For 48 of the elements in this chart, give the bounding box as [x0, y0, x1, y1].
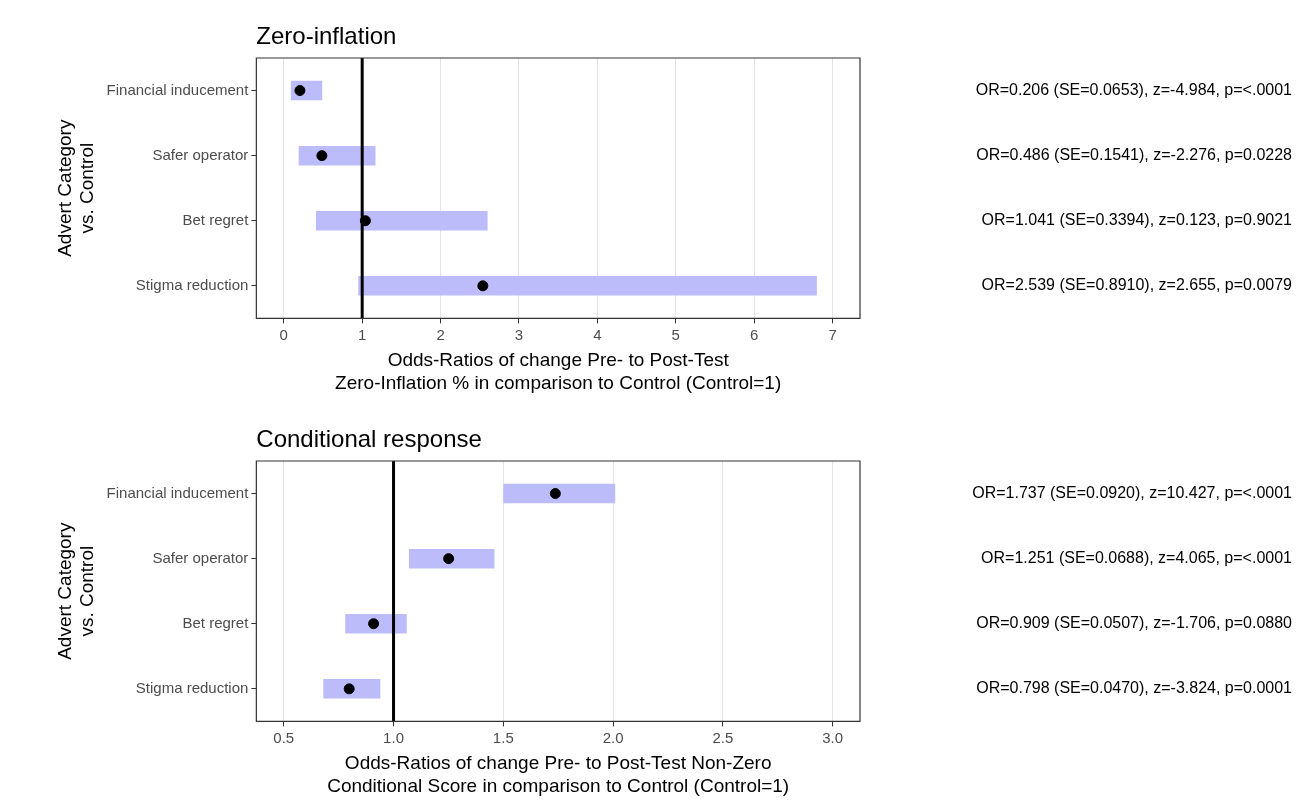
x-tick-label: 2.0 — [602, 728, 624, 746]
y-tick-label: Stigma reduction — [135, 275, 249, 293]
x-tick-label: 2 — [436, 325, 445, 343]
bar — [503, 483, 616, 504]
text: OR=1.737 (SE=0.0920), z=10.427, p=<.0001 — [972, 483, 1293, 501]
y-tick-label: Financial inducement — [106, 483, 250, 501]
x-tick-label: 5 — [671, 325, 680, 343]
chart-title: Conditional response — [256, 425, 482, 452]
y-tick-label: Bet regret — [182, 210, 250, 228]
y-tick-label: Financial inducement — [106, 80, 250, 98]
x-tick-label: 6 — [749, 325, 759, 343]
x-tick-label: 0 — [279, 325, 288, 343]
y-tick-label: Stigma reduction — [135, 678, 249, 696]
y-tick-label: Safer operator — [152, 548, 249, 566]
y-tick-label: Bet regret — [182, 613, 250, 631]
x-tick-label: 0.5 — [273, 728, 295, 746]
bar — [315, 210, 488, 231]
x-tick-label: 1.5 — [492, 728, 514, 746]
text: OR=0.206 (SE=0.0653), z=-4.984, p=<.0001 — [975, 80, 1293, 98]
x-tick-label: 1.0 — [383, 728, 404, 746]
bar — [323, 679, 381, 699]
point — [294, 85, 306, 97]
text: OR=1.251 (SE=0.0688), z=4.065, p=<.0001 — [981, 549, 1293, 567]
x-tick-label: 7 — [828, 325, 837, 343]
text: OR=0.798 (SE=0.0470), z=-3.824, p=0.0001 — [976, 679, 1293, 697]
x-tick-label: 2.5 — [712, 728, 734, 746]
x-tick-label: 4 — [593, 325, 602, 343]
bar — [358, 276, 817, 296]
y-axis-title: Advert Category vs. Control — [53, 522, 98, 660]
chart-title: Zero-inflation — [256, 22, 397, 49]
point — [549, 488, 561, 500]
x-axis-title: Odds-Ratios of change Pre- to Post-Test Zero-Inflation % in comparison to Control (Control=1) — [335, 349, 782, 393]
point — [443, 553, 455, 565]
point — [477, 280, 489, 292]
point — [368, 618, 380, 630]
text: OR=1.041 (SE=0.3394), z=0.123, p=0.9021 — [981, 211, 1293, 229]
x-axis-title: Odds-Ratios of change Pre- to Post-Test Non-Zero Conditional Score in comparison to Control (Control=1) — [327, 752, 790, 796]
text: OR=0.909 (SE=0.0507), z=-1.706, p=0.0880 — [976, 614, 1293, 632]
bar — [408, 548, 495, 569]
x-tick-label: 3.0 — [822, 728, 843, 746]
x-tick-label: 3 — [514, 325, 524, 343]
point — [343, 683, 355, 695]
text: OR=0.486 (SE=0.1541), z=-2.276, p=0.0228 — [976, 146, 1293, 164]
y-tick-label: Safer operator — [152, 145, 249, 163]
x-tick-label: 1 — [358, 325, 367, 343]
text: OR=2.539 (SE=0.8910), z=2.655, p=0.0079 — [981, 276, 1293, 294]
y-axis-title: Advert Category vs. Control — [53, 119, 98, 257]
point — [316, 150, 328, 162]
